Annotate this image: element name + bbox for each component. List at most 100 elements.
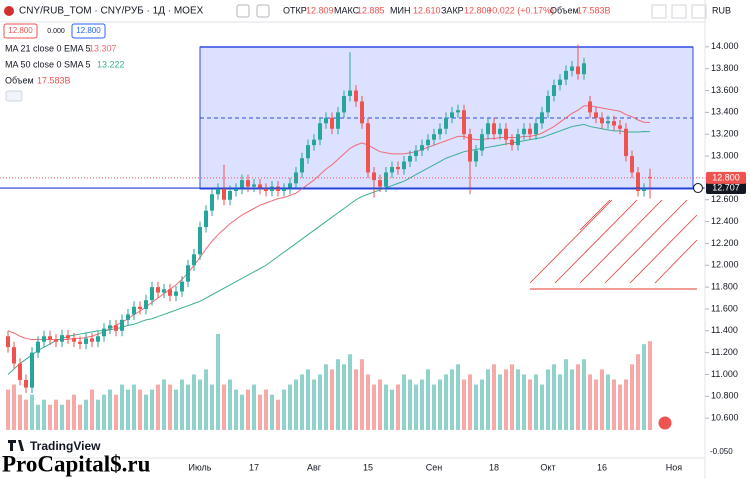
volume-bar xyxy=(618,384,622,430)
volume-bar xyxy=(204,369,208,430)
volume-bar xyxy=(624,379,628,430)
volume-bar xyxy=(288,384,292,430)
sell-button[interactable] xyxy=(3,23,38,39)
y-tick-label: 10.600 xyxy=(711,413,739,423)
volume-bar xyxy=(60,404,64,430)
volume-bar xyxy=(648,341,652,430)
toggle-icon[interactable] xyxy=(256,4,270,18)
volume-bar xyxy=(432,384,436,430)
ohlc-label: МИН xyxy=(390,5,410,15)
candle-body xyxy=(192,254,196,266)
volume-bar xyxy=(570,369,574,430)
volume-bar xyxy=(84,399,88,430)
y-tick-label: 12.600 xyxy=(711,194,739,204)
candle-body xyxy=(48,336,52,340)
ohlc-value: 12.800 xyxy=(464,5,492,15)
candle-body xyxy=(450,112,454,118)
volume-bar xyxy=(582,359,586,430)
hatch-line xyxy=(579,199,663,284)
candle-body xyxy=(258,184,262,189)
volume-bar xyxy=(222,384,226,430)
volume-bar xyxy=(216,334,220,430)
candle-body xyxy=(162,289,166,293)
y-tick-label: 11.200 xyxy=(711,347,738,357)
volume-bar xyxy=(558,374,562,430)
volume-label: Объем xyxy=(550,5,579,15)
collapse-button[interactable] xyxy=(5,90,23,102)
button[interactable] xyxy=(651,4,667,19)
toggle-icon[interactable] xyxy=(236,4,250,18)
x-tick-label: 16 xyxy=(597,462,607,472)
ohlc-value: 12.809 xyxy=(306,5,334,15)
price-tag xyxy=(706,171,746,184)
event-icon[interactable] xyxy=(657,415,673,431)
candle-body xyxy=(540,112,544,124)
candle-body xyxy=(6,336,10,348)
candle-body xyxy=(330,117,334,129)
level-label: 12.707 xyxy=(712,182,740,192)
indicator-value: 13.307 xyxy=(89,43,117,53)
volume-bar xyxy=(30,394,34,430)
candle-body xyxy=(144,300,148,309)
sell-price: 12.800 xyxy=(8,26,33,35)
volume-bar xyxy=(306,369,310,430)
y-tick-label: 13.800 xyxy=(711,63,739,73)
volume-bar xyxy=(258,394,262,430)
candle-body xyxy=(618,125,622,129)
volume-bar xyxy=(534,374,538,430)
candle-body xyxy=(36,341,40,353)
candle-body xyxy=(480,134,484,151)
candle-body xyxy=(24,379,28,388)
volume-bar xyxy=(102,394,106,430)
volume-bar xyxy=(342,364,346,430)
y-tick-label: 12.200 xyxy=(711,238,739,248)
volume-bar xyxy=(348,354,352,430)
currency: RUB xyxy=(712,5,731,15)
volume-bar xyxy=(462,379,466,430)
volume-bar xyxy=(72,394,76,430)
candle-body xyxy=(630,156,634,173)
volume-bar xyxy=(516,369,520,430)
candle-body xyxy=(150,287,154,301)
candle-body xyxy=(312,139,316,146)
volume-bar xyxy=(630,364,634,430)
volume-bar xyxy=(168,384,172,430)
x-tick-label: Авг xyxy=(307,462,322,472)
volume-bar xyxy=(420,379,424,430)
buy-button[interactable] xyxy=(71,23,106,39)
volume-name: Объем xyxy=(5,75,34,85)
candle-body xyxy=(156,287,160,293)
y-tick-label: 14.000 xyxy=(711,41,739,51)
candle-body xyxy=(72,338,76,342)
candle-body xyxy=(492,123,496,135)
candle-body xyxy=(432,134,436,140)
volume-bar xyxy=(324,364,328,430)
volume-bar xyxy=(270,394,274,430)
volume-bar xyxy=(234,389,238,430)
volume-bar xyxy=(24,399,28,430)
volume-bar xyxy=(240,394,244,430)
volume-bar xyxy=(546,369,550,430)
watermark: ProCapital$.ru xyxy=(2,451,151,476)
price-axis-bg xyxy=(705,22,750,479)
candle-body xyxy=(132,306,136,315)
volume-bar xyxy=(264,389,268,430)
candle-body xyxy=(558,79,562,86)
candle-body xyxy=(546,95,550,113)
logo: TradingView xyxy=(30,439,101,453)
button[interactable] xyxy=(671,4,687,19)
candle-body xyxy=(108,325,112,329)
hatch-line xyxy=(604,199,688,284)
y-tick-label: 11.000 xyxy=(711,369,738,379)
volume-bar xyxy=(576,364,580,430)
volume-bar xyxy=(438,379,442,430)
button[interactable] xyxy=(691,4,707,19)
volume-bar xyxy=(456,364,460,430)
candle-body xyxy=(612,121,616,126)
hatch-line xyxy=(579,199,611,231)
volume-bar xyxy=(414,384,418,430)
indicator-name: MA 21 close 0 EMA 5 xyxy=(5,43,91,53)
volume-bar xyxy=(408,379,412,430)
ohlc-label: ОТКР xyxy=(283,5,307,15)
level-tag xyxy=(706,182,746,195)
